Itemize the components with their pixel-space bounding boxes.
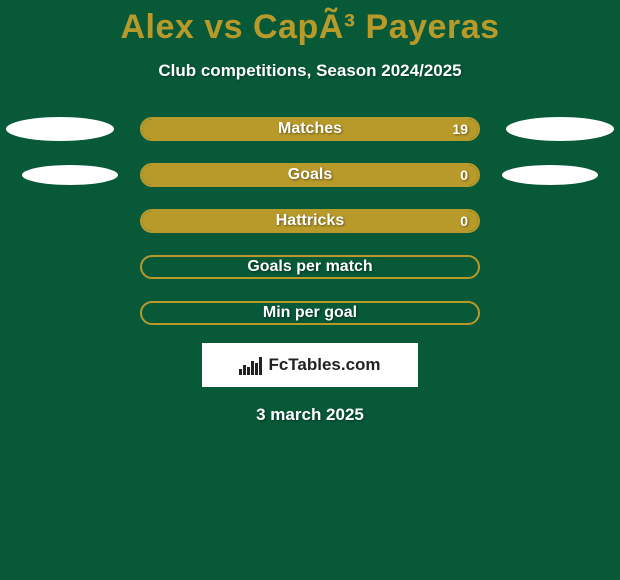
comparison-row: Matches19	[0, 117, 620, 141]
bar-fill-right	[142, 211, 478, 231]
left-ellipse	[6, 117, 114, 141]
bar-track: Min per goal	[140, 301, 480, 325]
logo-text: FcTables.com	[268, 355, 380, 375]
bar-fill-right	[142, 165, 478, 185]
right-ellipse	[506, 117, 614, 141]
bar-label: Goals per match	[142, 257, 478, 277]
right-ellipse	[502, 165, 598, 185]
bar-track: Hattricks0	[140, 209, 480, 233]
bar-track: Goals0	[140, 163, 480, 187]
left-ellipse	[22, 165, 118, 185]
comparison-row: Goals0	[0, 163, 620, 187]
bar-label: Min per goal	[142, 303, 478, 323]
comparison-rows: Matches19 Goals0 Hattricks0 Goals per match…	[0, 117, 620, 325]
bar-track: Goals per match	[140, 255, 480, 279]
comparison-row: Hattricks0	[0, 209, 620, 233]
page-subtitle: Club competitions, Season 2024/2025	[158, 61, 461, 81]
bar-chart-icon	[239, 355, 262, 375]
page-root: Alex vs CapÃ³ Payeras Club competitions,…	[0, 0, 620, 580]
comparison-row: Min per goal	[0, 301, 620, 325]
bar-track: Matches19	[140, 117, 480, 141]
comparison-row: Goals per match	[0, 255, 620, 279]
bar-fill-right	[142, 119, 478, 139]
page-title: Alex vs CapÃ³ Payeras	[120, 8, 499, 47]
logo-box: FcTables.com	[202, 343, 418, 387]
date-label: 3 march 2025	[256, 405, 364, 425]
